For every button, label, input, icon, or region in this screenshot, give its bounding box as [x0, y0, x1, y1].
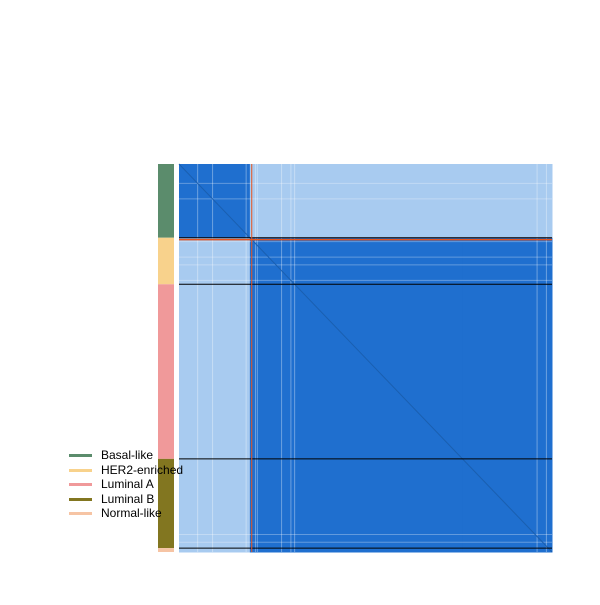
legend-swatch	[69, 497, 92, 501]
heatmap-block-normal-like-x-her2-enriched	[249, 548, 296, 553]
legend-swatch	[69, 468, 92, 472]
group-bar-her2-enriched	[158, 237, 174, 285]
group-bar-basal-like	[158, 164, 174, 238]
heatmap-block-luminal-b-x-her2-enriched	[249, 458, 296, 549]
group-bar-luminal-a	[158, 284, 174, 459]
legend-label: HER2-enriched	[101, 462, 184, 477]
legend: Basal-like HER2-enriched Luminal A Lumin…	[68, 447, 208, 520]
heatmap-block-normal-like-x-luminal-a	[294, 548, 463, 553]
heatmap-block-basal-like-x-luminal-a	[294, 164, 463, 239]
heatmap-block-basal-like-x-normal-like	[548, 164, 553, 239]
heatmap-block-luminal-b-x-basal-like	[179, 458, 251, 549]
heatmap-block-basal-like-x-luminal-b	[462, 164, 549, 239]
group-bar-luminal-b	[158, 458, 174, 549]
heatmap-block-luminal-a-x-basal-like	[179, 284, 251, 460]
heatmap-block-normal-like-x-luminal-b	[462, 548, 549, 553]
heatmap-block-normal-like-x-basal-like	[179, 548, 251, 553]
legend-item-normal-like: Normal-like	[68, 505, 208, 520]
legend-swatch	[69, 483, 92, 486]
heatmap-block-her2-enriched-x-luminal-a	[294, 237, 463, 285]
heatmap-block-her2-enriched-x-luminal-b	[462, 237, 549, 285]
legend-swatch	[69, 454, 92, 457]
group-bar-normal-like	[158, 548, 174, 552]
heatmap-block-basal-like-x-her2-enriched	[249, 164, 296, 239]
legend-item-luminal-b: Luminal B	[68, 491, 208, 506]
heatmap-diagonal	[178, 163, 553, 553]
legend-label: Basal-like	[101, 448, 154, 462]
heatmap-block-luminal-b-x-luminal-a	[294, 458, 463, 549]
heatmap-block-her2-enriched-x-basal-like	[179, 237, 251, 285]
legend-swatch	[69, 512, 92, 515]
legend-label: Luminal A	[101, 477, 154, 491]
heatmap-block-luminal-a-x-normal-like	[548, 284, 553, 460]
heatmap-block-luminal-a-x-her2-enriched	[249, 284, 296, 460]
heatmap-block-luminal-a-x-luminal-b	[462, 284, 549, 460]
legend-label: Normal-like	[101, 506, 162, 520]
legend-item-basal-like: Basal-like	[68, 447, 208, 462]
heatmap-block-her2-enriched-x-normal-like	[548, 237, 553, 285]
heatmap-block-luminal-b-x-normal-like	[548, 458, 553, 549]
legend-item-her2-enriched: HER2-enriched	[68, 462, 208, 477]
legend-label: Luminal B	[101, 491, 155, 506]
legend-item-luminal-a: Luminal A	[68, 476, 208, 491]
